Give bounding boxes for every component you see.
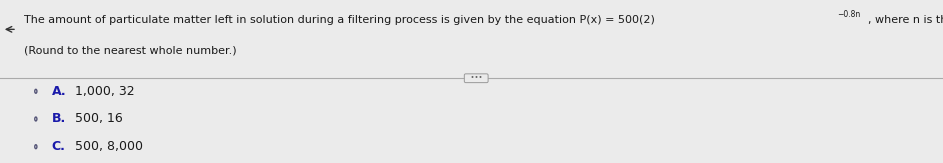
Text: , where n is the number of filtering steps. Find the amounts left for n = 0 and : , where n is the number of filtering ste… [868,15,943,25]
Text: B.: B. [52,112,66,126]
Text: −0.8n: −0.8n [837,10,861,19]
Text: 500, 16: 500, 16 [75,112,124,126]
Text: C.: C. [52,140,66,153]
Text: •••: ••• [466,75,487,81]
Text: 1,000, 32: 1,000, 32 [75,85,135,98]
Text: The amount of particulate matter left in solution during a filtering process is : The amount of particulate matter left in… [24,15,654,25]
Text: (Round to the nearest whole number.): (Round to the nearest whole number.) [24,46,236,56]
Text: 500, 8,000: 500, 8,000 [75,140,143,153]
Text: A.: A. [52,85,67,98]
